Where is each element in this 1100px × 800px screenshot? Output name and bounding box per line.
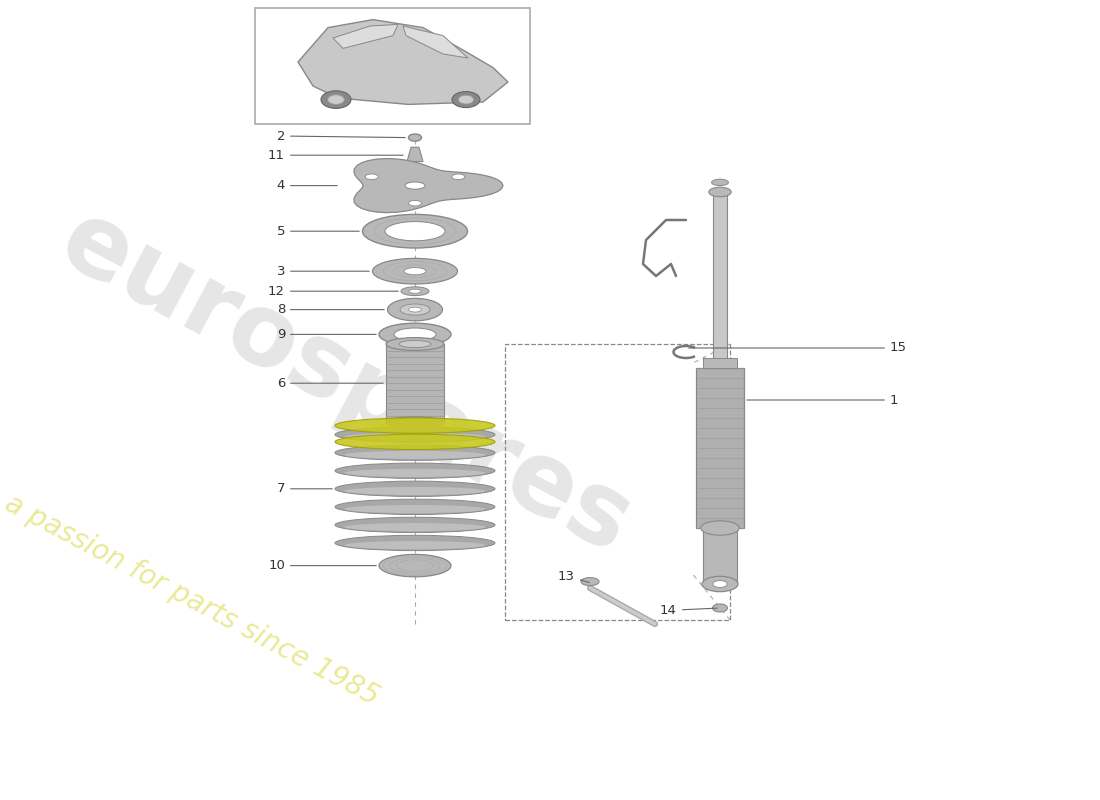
Text: 11: 11 <box>268 149 404 162</box>
Text: 9: 9 <box>276 328 376 341</box>
Ellipse shape <box>379 554 451 577</box>
Text: a passion for parts since 1985: a passion for parts since 1985 <box>0 489 384 711</box>
Ellipse shape <box>452 174 465 179</box>
Ellipse shape <box>409 289 421 294</box>
Bar <box>713 192 727 368</box>
Bar <box>703 358 737 368</box>
Ellipse shape <box>344 541 485 550</box>
Ellipse shape <box>459 95 474 104</box>
Ellipse shape <box>402 286 429 295</box>
Ellipse shape <box>336 418 495 434</box>
Ellipse shape <box>336 434 495 450</box>
Ellipse shape <box>386 338 444 350</box>
Ellipse shape <box>702 576 738 592</box>
Ellipse shape <box>344 433 485 441</box>
Polygon shape <box>407 147 424 162</box>
Ellipse shape <box>365 174 378 179</box>
Bar <box>386 344 444 422</box>
Ellipse shape <box>404 267 426 274</box>
Ellipse shape <box>408 201 421 206</box>
Ellipse shape <box>336 481 495 497</box>
Text: 3: 3 <box>276 265 370 278</box>
Text: 12: 12 <box>268 285 398 298</box>
Bar <box>696 368 744 528</box>
Text: 1: 1 <box>747 394 899 406</box>
Text: 5: 5 <box>276 225 360 238</box>
Ellipse shape <box>336 445 495 460</box>
Ellipse shape <box>400 304 430 315</box>
Ellipse shape <box>336 463 495 478</box>
Text: 2: 2 <box>276 130 405 142</box>
Ellipse shape <box>385 222 446 241</box>
Text: 15: 15 <box>689 342 908 354</box>
Ellipse shape <box>712 179 728 186</box>
Ellipse shape <box>386 417 444 428</box>
Text: 8: 8 <box>276 303 384 316</box>
Ellipse shape <box>379 323 451 346</box>
Text: eurospares: eurospares <box>44 193 648 575</box>
Ellipse shape <box>344 450 485 459</box>
Ellipse shape <box>321 91 351 108</box>
Ellipse shape <box>387 298 442 321</box>
Ellipse shape <box>701 521 739 535</box>
Ellipse shape <box>713 604 727 612</box>
Ellipse shape <box>399 341 431 348</box>
Ellipse shape <box>344 487 485 495</box>
Ellipse shape <box>373 258 458 284</box>
Ellipse shape <box>363 214 468 248</box>
Ellipse shape <box>408 134 421 141</box>
Ellipse shape <box>344 469 485 477</box>
Text: 13: 13 <box>558 570 590 582</box>
Ellipse shape <box>344 505 485 513</box>
Ellipse shape <box>405 182 425 190</box>
Ellipse shape <box>336 499 495 514</box>
Bar <box>255 8 530 124</box>
Ellipse shape <box>452 91 480 108</box>
Text: 10: 10 <box>268 559 376 572</box>
Text: 7: 7 <box>276 482 332 495</box>
Ellipse shape <box>344 523 485 531</box>
Ellipse shape <box>713 581 727 587</box>
Ellipse shape <box>336 535 495 550</box>
Ellipse shape <box>581 578 600 586</box>
Ellipse shape <box>408 307 421 312</box>
Text: 4: 4 <box>276 179 338 192</box>
Text: 14: 14 <box>660 604 717 617</box>
Bar <box>505 344 730 620</box>
Ellipse shape <box>394 328 436 341</box>
Ellipse shape <box>328 94 344 105</box>
Bar <box>703 528 737 584</box>
Text: 6: 6 <box>276 377 383 390</box>
Polygon shape <box>403 26 467 58</box>
Polygon shape <box>298 19 508 105</box>
Polygon shape <box>354 158 503 213</box>
Ellipse shape <box>336 427 495 442</box>
Polygon shape <box>333 24 398 48</box>
Ellipse shape <box>336 518 495 533</box>
Ellipse shape <box>708 187 732 197</box>
